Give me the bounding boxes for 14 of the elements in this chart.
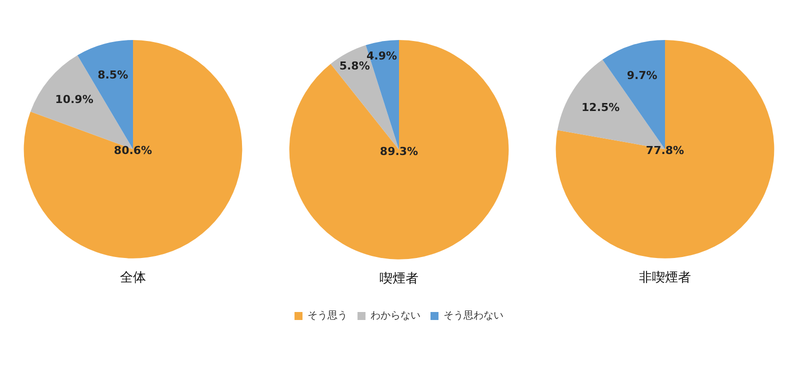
data-label: 5.8% (339, 59, 370, 72)
data-label: 89.3% (380, 144, 418, 158)
text: 非喫煙者 (639, 270, 691, 286)
data-label: 8.5% (98, 68, 128, 82)
text: 全体 (120, 270, 146, 286)
data-label: 10.9% (55, 93, 94, 106)
data-label: 9.7% (626, 69, 658, 82)
text: 喫煙者 (380, 272, 418, 287)
legend-label: そう思う (308, 310, 348, 322)
data-label: 12.5% (582, 100, 620, 114)
data-label: 77.8% (646, 144, 684, 158)
data-label: 80.6% (114, 144, 152, 158)
legend-label: わからない (370, 310, 420, 322)
legend-label: そう思わない (444, 310, 504, 322)
